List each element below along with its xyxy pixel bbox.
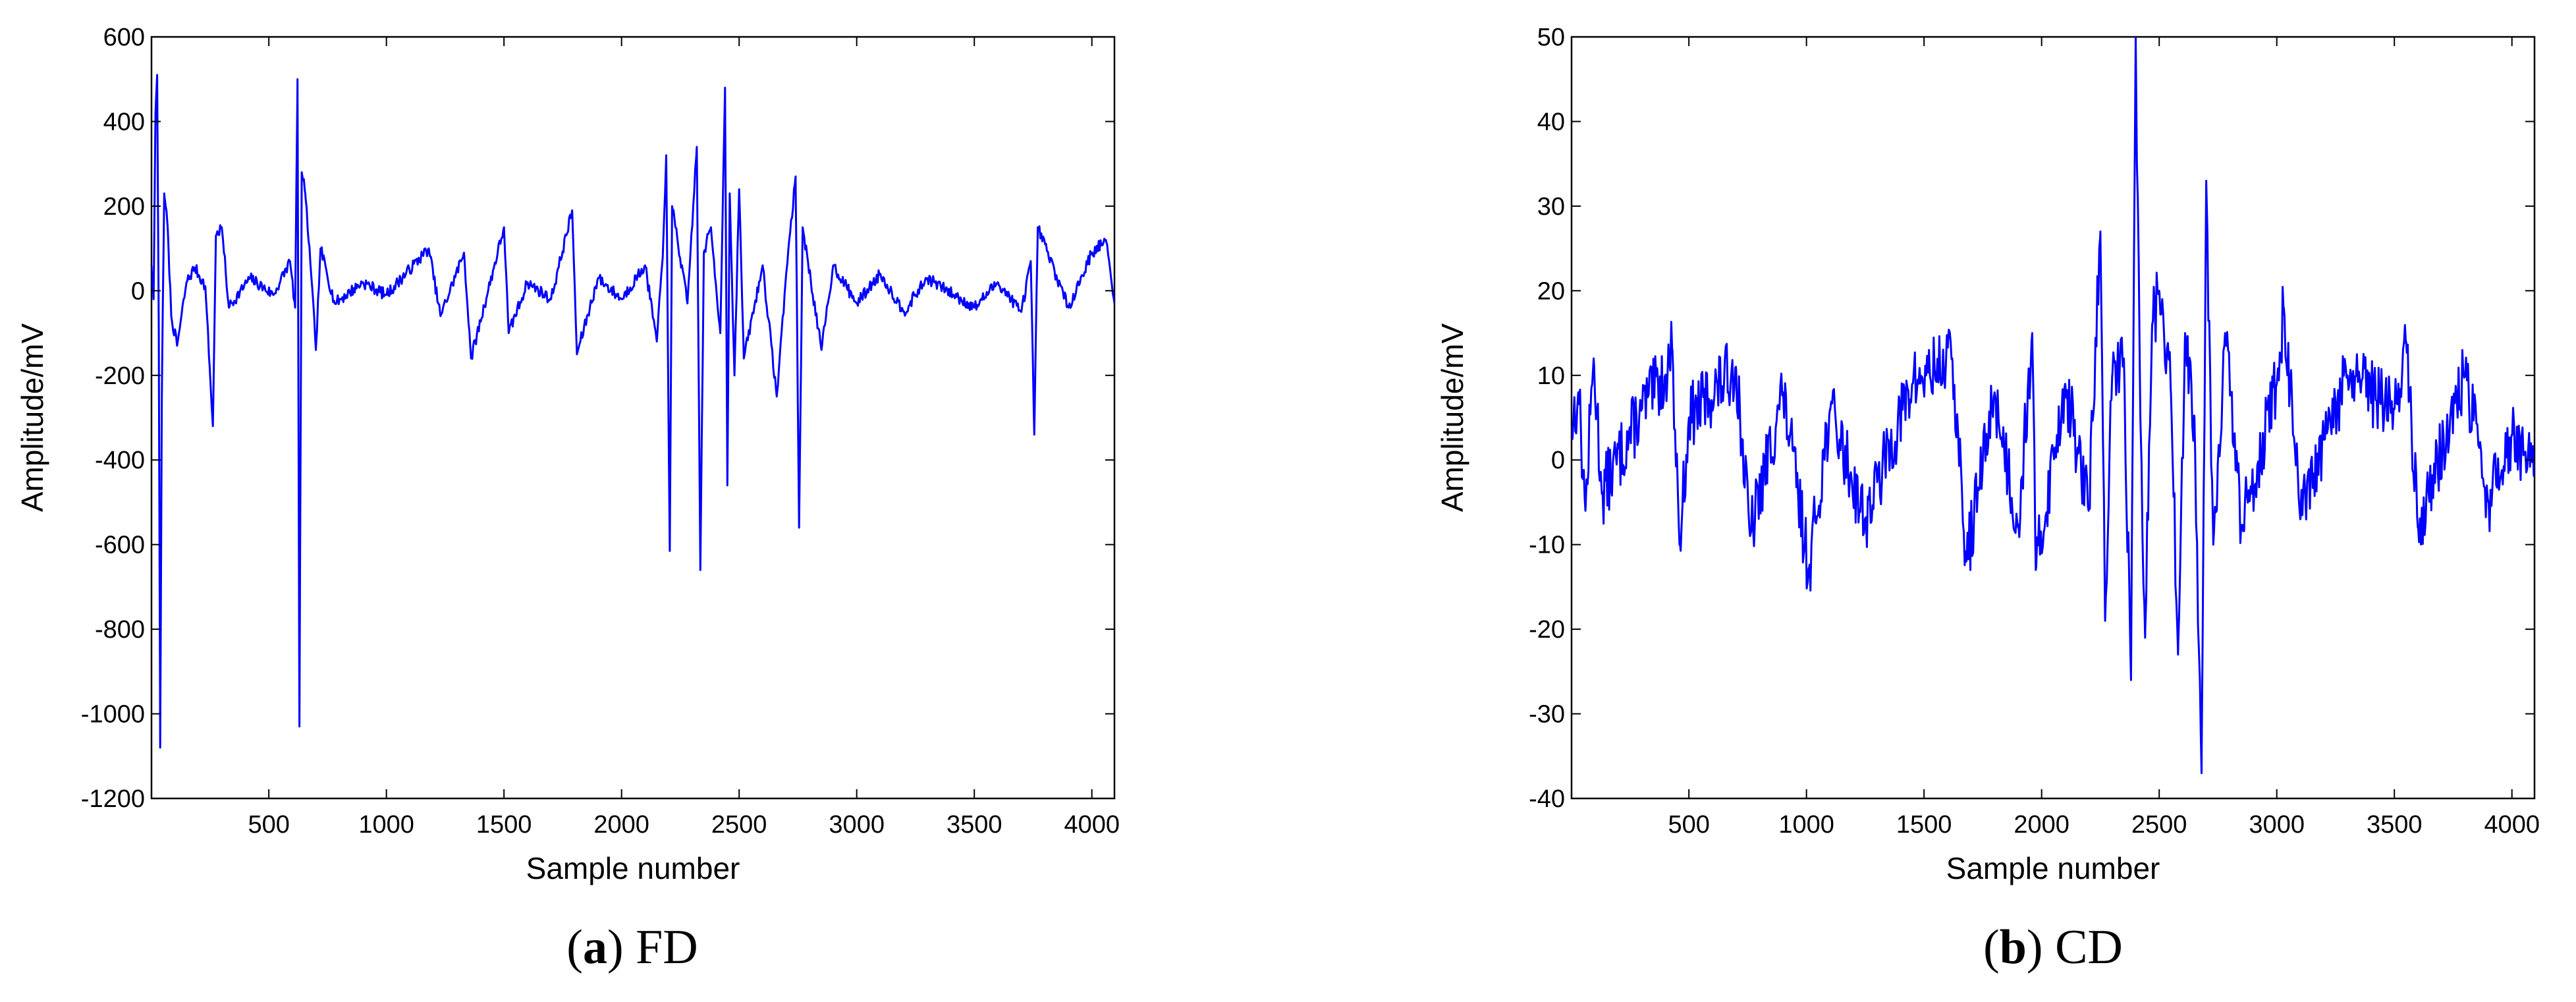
x-tick-label: 500 — [1668, 811, 1709, 839]
y-tick-label: 600 — [103, 24, 145, 51]
x-tick-label: 2500 — [711, 811, 767, 839]
x-axis-label: Sample number — [526, 851, 740, 885]
x-tick-label: 1000 — [358, 811, 414, 839]
y-tick-label: 50 — [1537, 24, 1565, 51]
y-tick-label: -200 — [95, 362, 145, 390]
x-tick-label: 3500 — [946, 811, 1002, 839]
x-tick-label: 3000 — [2249, 811, 2305, 839]
x-tick-label: 3500 — [2367, 811, 2423, 839]
caption-paren-close: ) — [2027, 920, 2055, 974]
y-tick-label: -10 — [1529, 532, 1565, 559]
series-line — [151, 74, 1114, 749]
x-tick-label: 2000 — [2014, 811, 2069, 839]
y-tick-label: -600 — [95, 532, 145, 559]
caption-letter: a — [583, 920, 607, 974]
x-tick-label: 3000 — [829, 811, 885, 839]
x-tick-label: 2000 — [593, 811, 649, 839]
plot-area — [150, 36, 1116, 800]
y-tick-label: 0 — [1551, 447, 1565, 474]
panel-caption: (a) FD — [566, 920, 698, 974]
y-tick-label: -800 — [95, 616, 145, 644]
caption-letter: b — [2000, 920, 2027, 974]
x-tick-label: 1500 — [476, 811, 532, 839]
panel-a-fd: 500 1000 1500 2000 2500 3000 3500 4000-1200-100… — [15, 24, 1120, 974]
plot-area — [1570, 36, 2536, 800]
y-tick-label: 0 — [131, 277, 145, 305]
y-axis-label: Amplitude/mV — [15, 323, 49, 513]
panel-caption: (b) CD — [1983, 920, 2123, 974]
caption-paren-open: ( — [1983, 920, 2000, 974]
y-tick-label: 40 — [1537, 108, 1565, 136]
caption-text: FD — [636, 920, 698, 974]
series-line — [1572, 37, 2535, 774]
x-axis-label: Sample number — [1946, 851, 2160, 885]
y-tick-label: 400 — [103, 108, 145, 136]
x-tick-label: 1000 — [1778, 811, 1834, 839]
y-tick-label: 10 — [1537, 362, 1565, 390]
y-tick-label: -1000 — [81, 701, 145, 729]
x-tick-label: 2500 — [2131, 811, 2187, 839]
y-tick-label: 20 — [1537, 277, 1565, 305]
x-tick-label: 500 — [248, 811, 289, 839]
x-tick-label: 1500 — [1896, 811, 1952, 839]
y-tick-label: 30 — [1537, 193, 1565, 221]
y-tick-label: -400 — [95, 447, 145, 474]
x-tick-label: 4000 — [1064, 811, 1120, 839]
caption-paren-open: ( — [566, 920, 583, 974]
x-tick-label: 4000 — [2484, 811, 2540, 839]
y-tick-label: -20 — [1529, 616, 1565, 644]
caption-paren-close: ) — [607, 920, 636, 974]
y-axis-label: Amplitude/mV — [1435, 323, 1469, 513]
caption-text: CD — [2055, 920, 2123, 974]
y-tick-label: -1200 — [81, 785, 145, 813]
panel-b-cd: 500 1000 1500 2000 2500 3000 3500 4000-40-30-20… — [1435, 24, 2540, 974]
y-tick-label: 200 — [103, 193, 145, 221]
y-tick-label: -30 — [1529, 701, 1565, 729]
y-tick-label: -40 — [1529, 785, 1565, 813]
